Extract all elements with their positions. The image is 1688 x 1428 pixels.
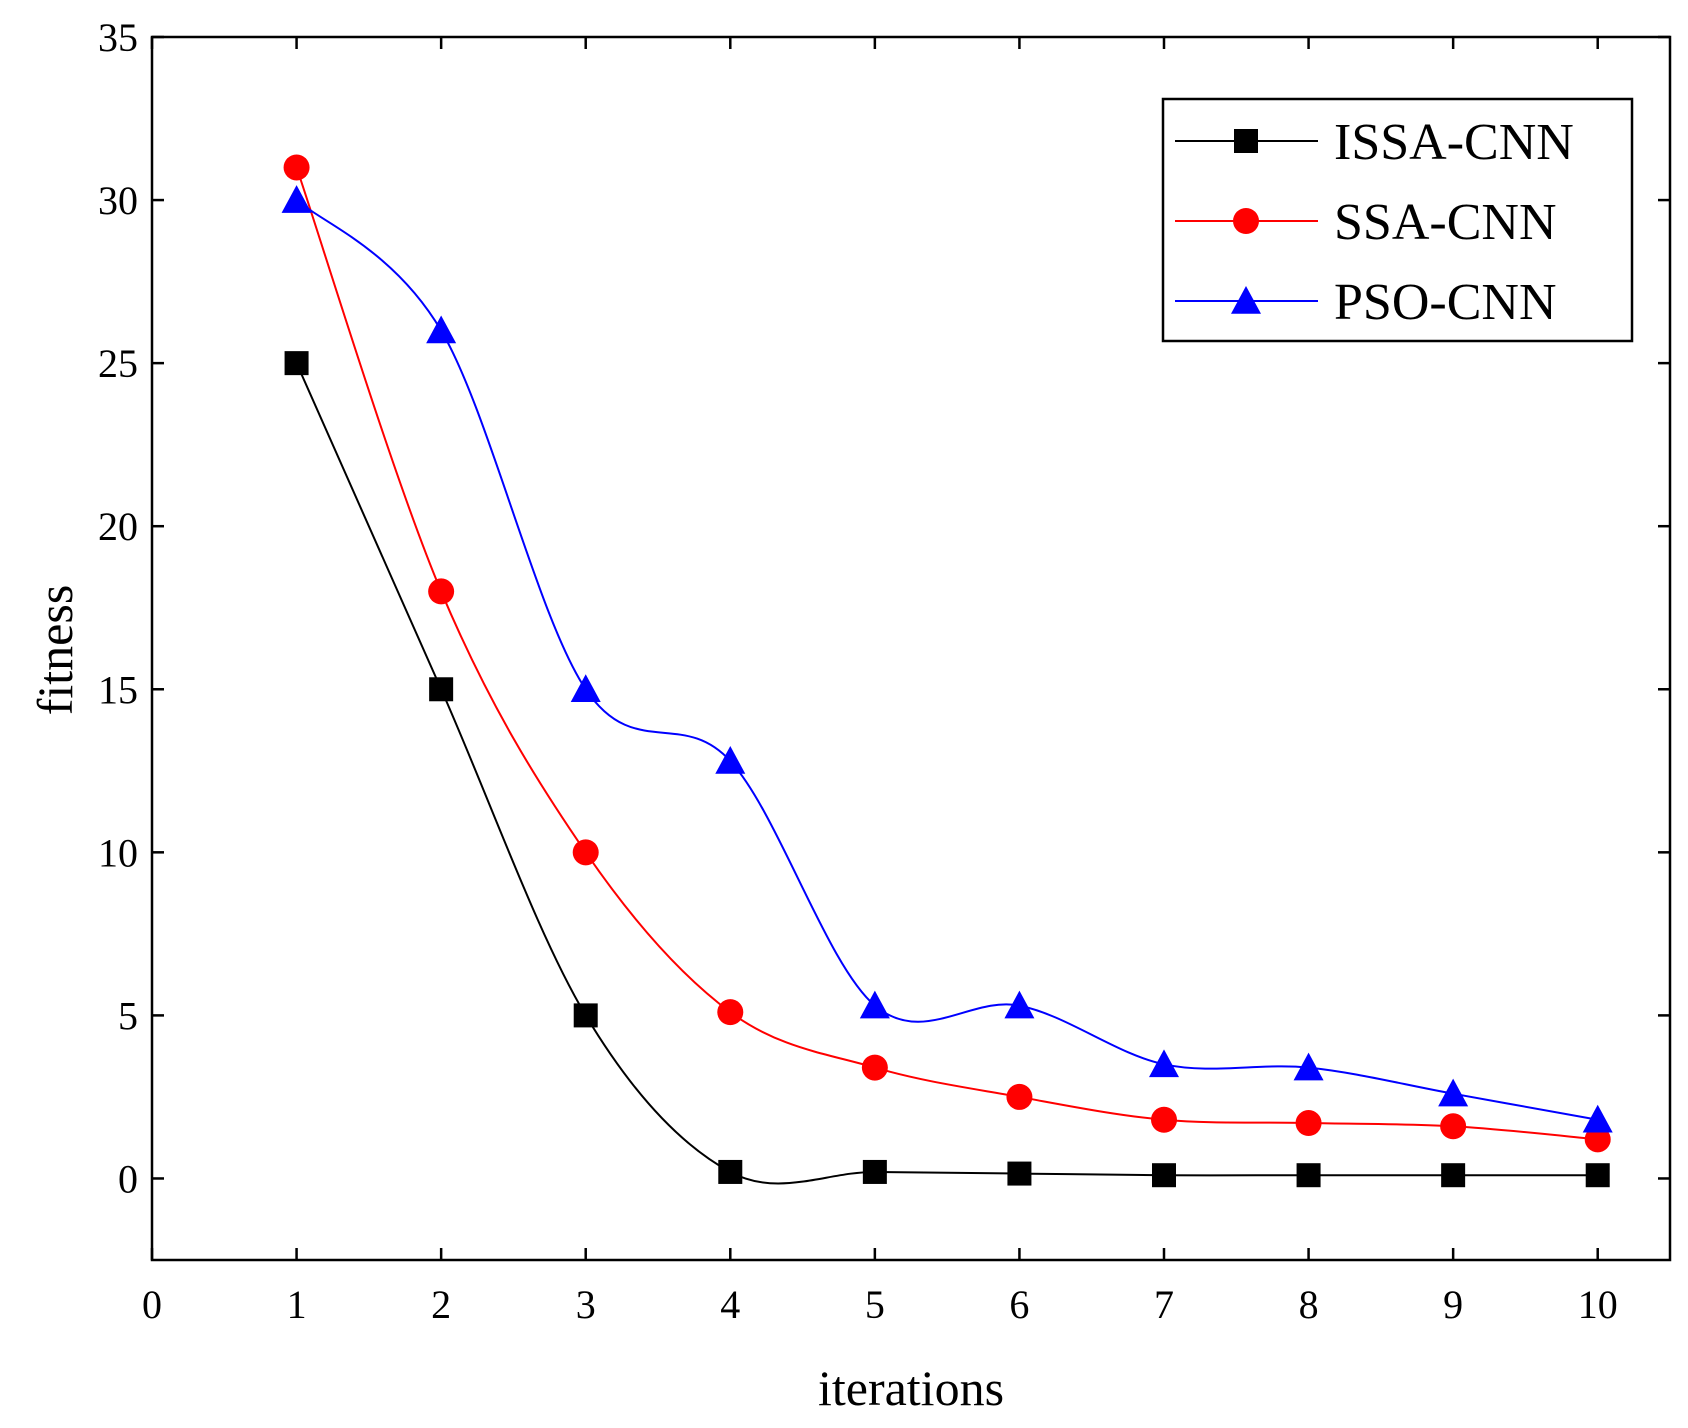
x-tick-label: 5 bbox=[865, 1282, 885, 1327]
data-point bbox=[1584, 1126, 1611, 1153]
x-tick-label: 0 bbox=[142, 1282, 162, 1327]
x-tick-label: 3 bbox=[576, 1282, 596, 1327]
series-ssa-cnn bbox=[283, 154, 1611, 1153]
data-point bbox=[715, 746, 746, 774]
x-tick-label: 2 bbox=[431, 1282, 451, 1327]
legend-marker bbox=[1234, 129, 1258, 153]
data-point bbox=[428, 578, 455, 605]
x-tick-label: 4 bbox=[720, 1282, 740, 1327]
series-pso-cnn bbox=[281, 185, 1613, 1133]
data-point bbox=[429, 677, 454, 702]
data-point bbox=[1293, 1052, 1324, 1081]
x-tick-label: 6 bbox=[1009, 1282, 1029, 1327]
y-tick-label: 20 bbox=[98, 504, 138, 549]
data-point bbox=[1441, 1163, 1466, 1188]
series-layer bbox=[281, 154, 1613, 1188]
y-tick-label: 5 bbox=[118, 993, 138, 1038]
legend-item: SSA-CNN bbox=[1175, 194, 1557, 251]
data-point bbox=[573, 1003, 598, 1028]
y-tick-label: 0 bbox=[118, 1156, 138, 1201]
legend-marker bbox=[1233, 208, 1259, 234]
data-point bbox=[1295, 1110, 1322, 1137]
y-axis-title: fitness bbox=[27, 585, 83, 716]
x-tick-label: 7 bbox=[1154, 1282, 1174, 1327]
data-point bbox=[1438, 1078, 1469, 1107]
data-point bbox=[1152, 1163, 1176, 1188]
data-point bbox=[1007, 1161, 1032, 1186]
x-tick-label: 1 bbox=[287, 1282, 307, 1327]
data-point bbox=[570, 674, 601, 703]
y-tick-label: 15 bbox=[98, 667, 138, 712]
data-point bbox=[426, 315, 457, 344]
data-point bbox=[283, 154, 310, 181]
legend-item: PSO-CNN bbox=[1175, 274, 1557, 331]
data-point bbox=[859, 990, 890, 1019]
x-tick-label: 9 bbox=[1443, 1282, 1463, 1327]
data-point bbox=[572, 839, 599, 866]
data-point bbox=[1582, 1104, 1613, 1133]
y-tick-label: 10 bbox=[98, 830, 138, 875]
data-point bbox=[862, 1159, 887, 1184]
data-point bbox=[1151, 1106, 1177, 1133]
x-axis-title: iterations bbox=[818, 1360, 1004, 1416]
data-point bbox=[1006, 1083, 1033, 1110]
data-point bbox=[717, 999, 744, 1026]
y-tick-label: 35 bbox=[98, 15, 138, 60]
data-point bbox=[1149, 1049, 1179, 1078]
legend-label: PSO-CNN bbox=[1334, 274, 1557, 331]
legend-item: ISSA-CNN bbox=[1175, 114, 1574, 171]
x-tick-label: 8 bbox=[1299, 1282, 1319, 1327]
y-tick-label: 25 bbox=[98, 341, 138, 386]
legend-marker bbox=[1231, 286, 1261, 314]
x-axis: 0 1 2 3 4 5 6 7 8 9 10 bbox=[142, 37, 1618, 1327]
legend-label: ISSA-CNN bbox=[1334, 114, 1574, 171]
data-point bbox=[1585, 1163, 1610, 1188]
x-tick-label: 10 bbox=[1578, 1282, 1618, 1327]
data-point bbox=[284, 351, 309, 376]
data-point bbox=[718, 1159, 743, 1184]
legend: ISSA-CNN SSA-CNN PSO-CNN bbox=[1161, 97, 1634, 343]
y-axis: 0 5 10 15 20 25 30 35 bbox=[98, 15, 1670, 1201]
data-point bbox=[1296, 1163, 1321, 1188]
data-point bbox=[861, 1054, 888, 1081]
data-point bbox=[1004, 990, 1035, 1019]
y-tick-label: 30 bbox=[98, 178, 138, 223]
data-point bbox=[1440, 1113, 1467, 1140]
data-point bbox=[281, 185, 312, 213]
legend-label: SSA-CNN bbox=[1334, 194, 1557, 251]
series-issa-cnn bbox=[284, 351, 1610, 1188]
